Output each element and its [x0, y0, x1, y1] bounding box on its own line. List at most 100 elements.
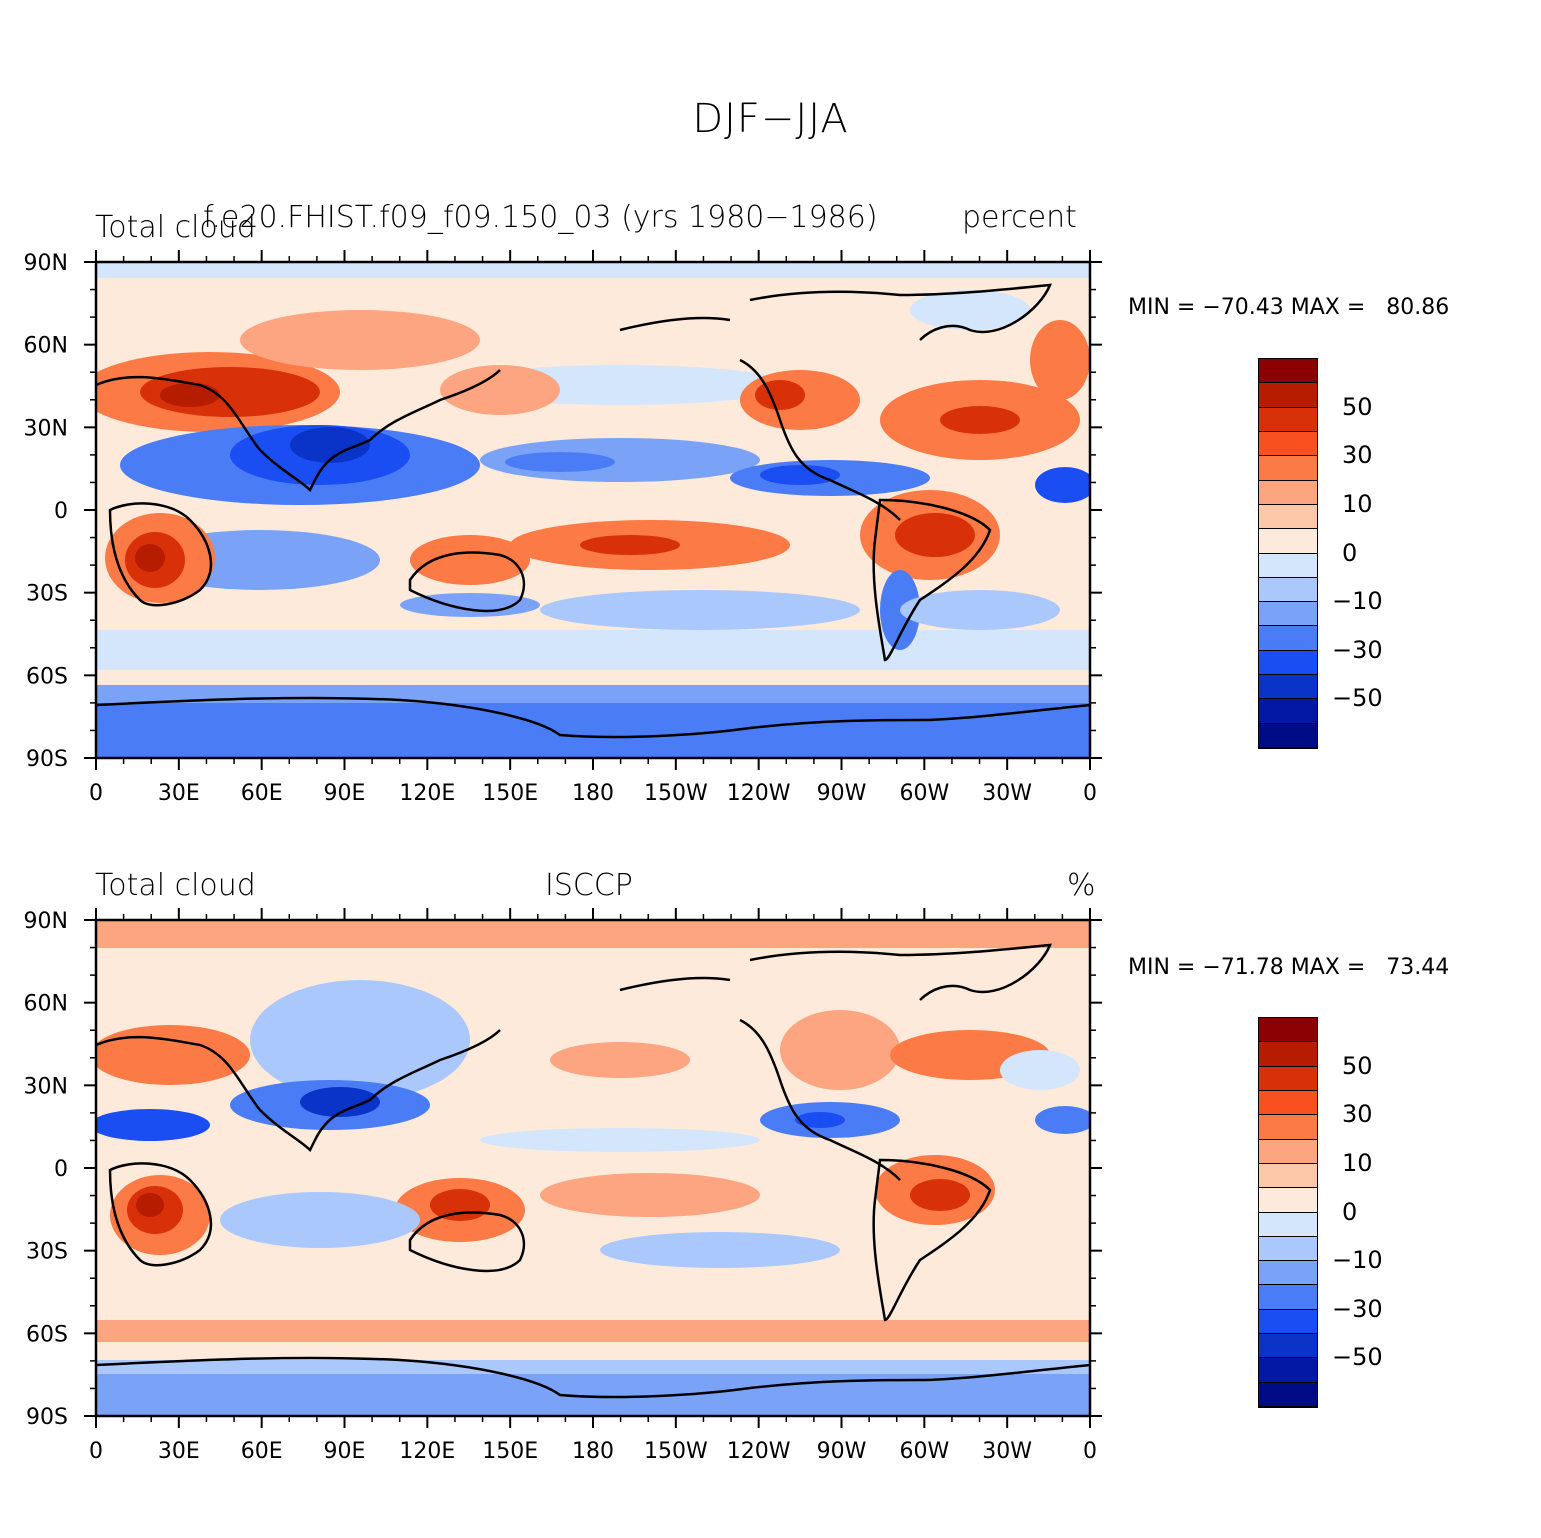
colorbar-swatch [1259, 407, 1317, 432]
colorbar-swatch [1259, 480, 1317, 505]
colorbar-swatch [1259, 1261, 1317, 1286]
lon-tick-label: 120W [727, 781, 791, 806]
lat-tick-label: 60N [24, 992, 68, 1017]
colorbar-swatch [1259, 529, 1317, 554]
colorbar-label: −50 [1332, 684, 1383, 713]
lon-tick-label: 150W [644, 1439, 708, 1464]
lon-tick-label: 150W [644, 781, 708, 806]
lon-tick-label: 60W [899, 781, 949, 806]
lat-tick-label: 30S [26, 1240, 68, 1265]
colorbar-label: 30 [1342, 441, 1373, 470]
colorbar-swatch [1259, 602, 1317, 627]
colorbar-swatch [1259, 1115, 1317, 1140]
colorbar-swatch [1259, 626, 1317, 651]
colorbar-swatch [1259, 1358, 1317, 1383]
colorbar-swatch [1259, 1188, 1317, 1213]
colorbar-swatch [1259, 1382, 1317, 1407]
panel-isccp: Total cloud ISCCP % [0, 840, 1541, 1490]
colorbar-model [1258, 358, 1318, 749]
colorbar-swatch [1259, 1066, 1317, 1091]
colorbar-swatch [1259, 383, 1317, 408]
lon-tick-label: 60E [241, 1439, 283, 1464]
colorbar-swatch [1259, 553, 1317, 578]
lon-tick-label: 30W [982, 781, 1032, 806]
colorbar-label: −30 [1332, 1294, 1383, 1323]
colorbar-label: 30 [1342, 1100, 1373, 1129]
lat-tick-label: 90N [24, 909, 68, 934]
panel-center-label: ISCCP [545, 868, 633, 903]
lat-tick-label: 30S [26, 582, 68, 607]
lon-tick-label: 30W [982, 1439, 1032, 1464]
colorbar-label: 50 [1342, 392, 1373, 421]
lon-tick-label: 120W [727, 1439, 791, 1464]
lat-tick-label: 90S [26, 747, 68, 772]
colorbar-swatch [1259, 577, 1317, 603]
colorbar-swatch [1259, 1163, 1317, 1189]
colorbar-swatch [1259, 1090, 1317, 1116]
lon-tick-label: 120E [399, 1439, 455, 1464]
lon-tick-label: 150E [482, 1439, 538, 1464]
lat-tick-label: 60S [26, 664, 68, 689]
lat-tick-label: 60S [26, 1322, 68, 1347]
colorbar-label: −50 [1332, 1343, 1383, 1372]
axes-model: 90N 60N 30N 0 30S 60S 90S 0 30E 60E 90E 120E 150E 180… [24, 250, 1102, 806]
lon-tick-label: 0 [1083, 1439, 1097, 1464]
lat-tick-label: 90N [24, 251, 68, 276]
colorbar-swatch [1259, 1139, 1317, 1164]
colorbar-swatch [1259, 1236, 1317, 1262]
colorbar-label: −10 [1332, 587, 1383, 616]
colorbar-swatch [1259, 1042, 1317, 1067]
panel-center-label: f.e20.FHIST.f09_f09.150_03 (yrs 1980−198… [203, 200, 878, 235]
map-isccp: 90N 60N 30N 0 30S 60S 90S 0 30E 60E 90E 120E 150E 180… [24, 908, 1102, 1464]
lon-tick-label: 30E [158, 781, 200, 806]
lat-tick-label: 60N [24, 334, 68, 359]
colorbar-isccp [1258, 1017, 1318, 1408]
lat-tick-label: 30N [24, 1074, 68, 1099]
colorbar-label: −30 [1332, 635, 1383, 664]
colorbar-label: 0 [1342, 1197, 1358, 1226]
lon-tick-label: 30E [158, 1439, 200, 1464]
lon-tick-label: 0 [89, 781, 103, 806]
colorbar-swatch [1259, 456, 1317, 481]
colorbar-swatch [1259, 1334, 1317, 1359]
min-max-label: MIN = −70.43 MAX = 80.86 [1128, 295, 1450, 320]
lon-tick-label: 90W [817, 781, 867, 806]
colorbar-swatch [1259, 1018, 1317, 1043]
lon-tick-label: 120E [399, 781, 455, 806]
panel-model: Total cloud f.e20.FHIST.f09_f09.150_03 (… [0, 180, 1541, 820]
figure-title: DJF−JJA [692, 96, 849, 142]
panel-right-label: % [1067, 868, 1096, 903]
panel-right-label: percent [962, 200, 1077, 235]
lon-tick-label: 150E [482, 781, 538, 806]
lon-tick-label: 60W [899, 1439, 949, 1464]
colorbar-swatch [1259, 1285, 1317, 1310]
colorbar-swatch [1259, 1309, 1317, 1335]
lon-tick-label: 180 [572, 1439, 614, 1464]
map-model: 90N 60N 30N 0 30S 60S 90S 0 30E 60E 90E 120E 150E 180… [24, 250, 1102, 806]
colorbar-swatch [1259, 431, 1317, 457]
colorbar-swatch [1259, 675, 1317, 700]
lat-tick-label: 90S [26, 1405, 68, 1430]
colorbar-label: 10 [1342, 489, 1373, 518]
colorbar-label: 10 [1342, 1148, 1373, 1177]
panel-left-label: Total cloud [95, 210, 256, 245]
colorbar-label: 0 [1342, 538, 1358, 567]
colorbar-swatch [1259, 650, 1317, 676]
lat-tick-label: 0 [54, 1157, 68, 1182]
panel-left-label: Total cloud [95, 868, 256, 903]
colorbar-swatch [1259, 504, 1317, 530]
colorbar-swatch [1259, 1212, 1317, 1237]
colorbar-swatch [1259, 359, 1317, 384]
lon-tick-label: 90W [817, 1439, 867, 1464]
colorbar-label: 50 [1342, 1051, 1373, 1080]
lon-tick-label: 60E [241, 781, 283, 806]
lat-tick-label: 30N [24, 416, 68, 441]
lon-tick-label: 0 [1083, 781, 1097, 806]
lon-tick-label: 0 [89, 1439, 103, 1464]
colorbar-swatch [1259, 699, 1317, 724]
colorbar-label: −10 [1332, 1246, 1383, 1275]
axes-isccp: 90N 60N 30N 0 30S 60S 90S 0 30E 60E 90E 120E 150E 180… [24, 908, 1102, 1464]
lon-tick-label: 90E [324, 781, 366, 806]
lon-tick-label: 90E [324, 1439, 366, 1464]
lat-tick-label: 0 [54, 499, 68, 524]
